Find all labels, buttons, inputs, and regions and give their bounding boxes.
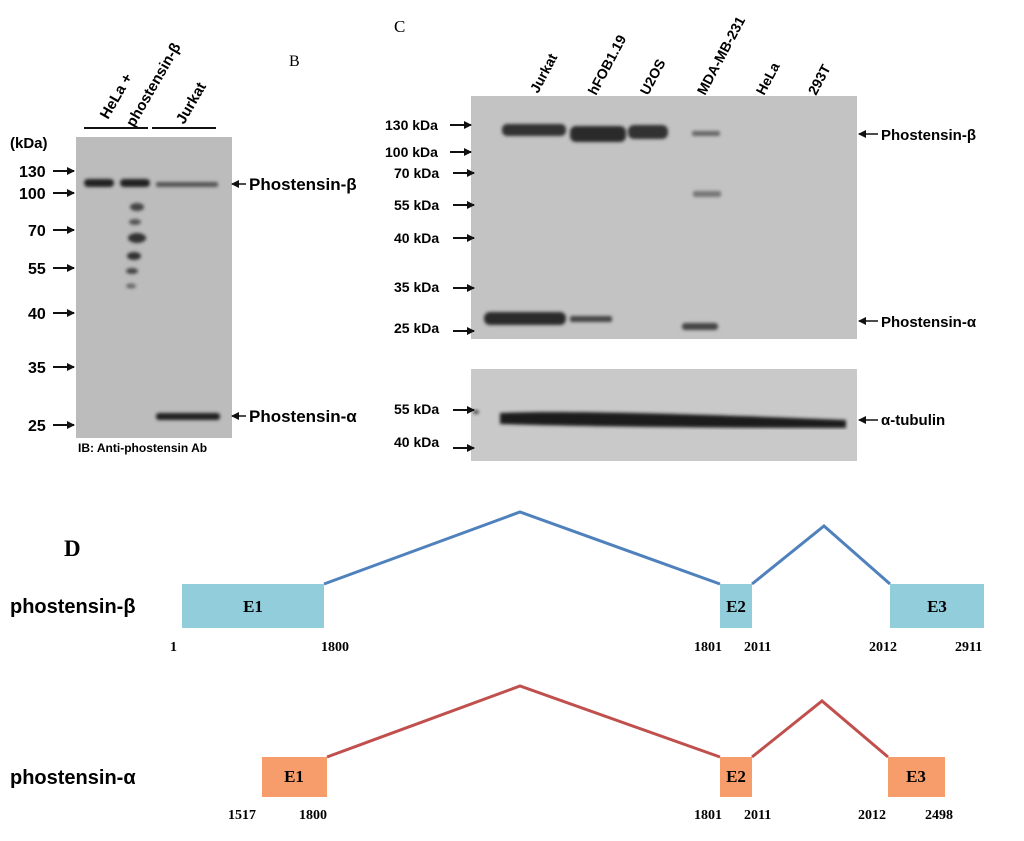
blot-b-markers: 130 100 70 55 40 35 25 — [19, 164, 75, 435]
alpha-exon-e2 — [720, 757, 752, 797]
alpha-e3-label: E3 — [906, 767, 926, 786]
beta-pos-2012: 2012 — [869, 640, 897, 655]
alpha-splice-line-2 — [751, 699, 889, 759]
marker-130: 130 — [19, 164, 46, 181]
alpha-e2-label: E2 — [726, 767, 746, 786]
lane-label-mda: MDA-MB-231 — [694, 13, 749, 97]
beta-isoform: phostensin-β E1 E2 E3 1 1800 1801 2011 2… — [10, 510, 984, 655]
marker-c-130: 130 kDa — [385, 117, 438, 133]
panel-c: C Jurkat hFOB1.19 U2OS MDA-MB-231 HeLa 2… — [385, 13, 977, 461]
lane-label-jurkat-c: Jurkat — [527, 50, 561, 95]
marker-100: 100 — [19, 186, 46, 203]
blot-b-bands — [84, 179, 220, 420]
blot-c-top-bands — [484, 124, 721, 330]
marker-35: 35 — [28, 360, 46, 377]
marker-c-40-bottom: 40 kDa — [394, 434, 439, 450]
alpha-exon-e1 — [262, 757, 327, 797]
beta-e3-label: E3 — [927, 597, 947, 616]
lane-label-hfob: hFOB1.19 — [585, 32, 630, 97]
alpha-pos-1801: 1801 — [694, 808, 722, 823]
blot-c-markers: 130 kDa 100 kDa 70 kDa 55 kDa 40 kDa 35 … — [385, 117, 475, 452]
band-label-phostensin-alpha-b: Phostensin-α — [249, 407, 357, 426]
blot-b-footer: IB: Anti-phostensin Ab — [78, 441, 207, 455]
marker-c-35: 35 kDa — [394, 279, 439, 295]
lane-label-293t: 293T — [805, 61, 834, 97]
alpha-e1-label: E1 — [284, 767, 304, 786]
band-label-phostensin-beta-b: Phostensin-β — [249, 175, 357, 194]
beta-pos-2011: 2011 — [744, 640, 771, 655]
marker-25: 25 — [28, 418, 46, 435]
lane-label-hela-c: HeLa — [753, 59, 783, 97]
beta-e1-label: E1 — [243, 597, 263, 616]
alpha-isoform: phostensin-α E1 E2 E3 1517 1800 1801 201… — [10, 684, 953, 823]
marker-c-55-bottom: 55 kDa — [394, 401, 439, 417]
marker-70: 70 — [28, 223, 46, 240]
panel-c-lane-labels: Jurkat hFOB1.19 U2OS MDA-MB-231 HeLa 293… — [527, 13, 834, 97]
alpha-exon-e3 — [888, 757, 945, 797]
alpha-splice-line-1 — [326, 684, 721, 759]
marker-c-55: 55 kDa — [394, 197, 439, 213]
alpha-isoform-name: phostensin-α — [10, 767, 136, 789]
band-label-phostensin-beta-c: Phostensin-β — [881, 127, 976, 144]
marker-c-25: 25 kDa — [394, 320, 439, 336]
alpha-pos-2011: 2011 — [744, 808, 771, 823]
beta-exon-e1 — [182, 584, 324, 628]
alpha-pos-2498: 2498 — [925, 808, 953, 823]
band-label-phostensin-alpha-c: Phostensin-α — [881, 314, 977, 331]
marker-c-70: 70 kDa — [394, 165, 439, 181]
alpha-pos-1517: 1517 — [228, 808, 256, 823]
lane-label-jurkat: Jurkat — [173, 80, 210, 127]
panel-b: B HeLa + phostensin-β Jurkat (kDa) 130 1… — [10, 40, 357, 455]
beta-exon-e3 — [890, 584, 984, 628]
panel-c-label: C — [394, 17, 405, 36]
beta-splice-line-1 — [323, 510, 721, 586]
panel-d: D phostensin-β E1 E2 E3 1 1800 1801 2011… — [10, 510, 984, 823]
panel-d-label: D — [64, 536, 81, 561]
marker-40: 40 — [28, 306, 46, 323]
beta-pos-1: 1 — [170, 640, 177, 655]
kda-unit: (kDa) — [10, 135, 48, 152]
beta-isoform-name: phostensin-β — [10, 596, 136, 618]
beta-pos-1801: 1801 — [694, 640, 722, 655]
beta-exon-e2 — [720, 584, 752, 628]
beta-pos-1800: 1800 — [321, 640, 349, 655]
blot-b — [76, 137, 232, 438]
alpha-pos-1800: 1800 — [299, 808, 327, 823]
band-label-alpha-tubulin: α-tubulin — [881, 412, 945, 429]
marker-55: 55 — [28, 261, 46, 278]
beta-e2-label: E2 — [726, 597, 746, 616]
marker-c-100: 100 kDa — [385, 144, 438, 160]
beta-pos-2911: 2911 — [955, 640, 982, 655]
panel-b-label: B — [289, 53, 300, 70]
marker-c-40: 40 kDa — [394, 230, 439, 246]
alpha-pos-2012: 2012 — [858, 808, 886, 823]
beta-splice-line-2 — [751, 524, 891, 586]
lane-label-u2os: U2OS — [637, 56, 669, 97]
